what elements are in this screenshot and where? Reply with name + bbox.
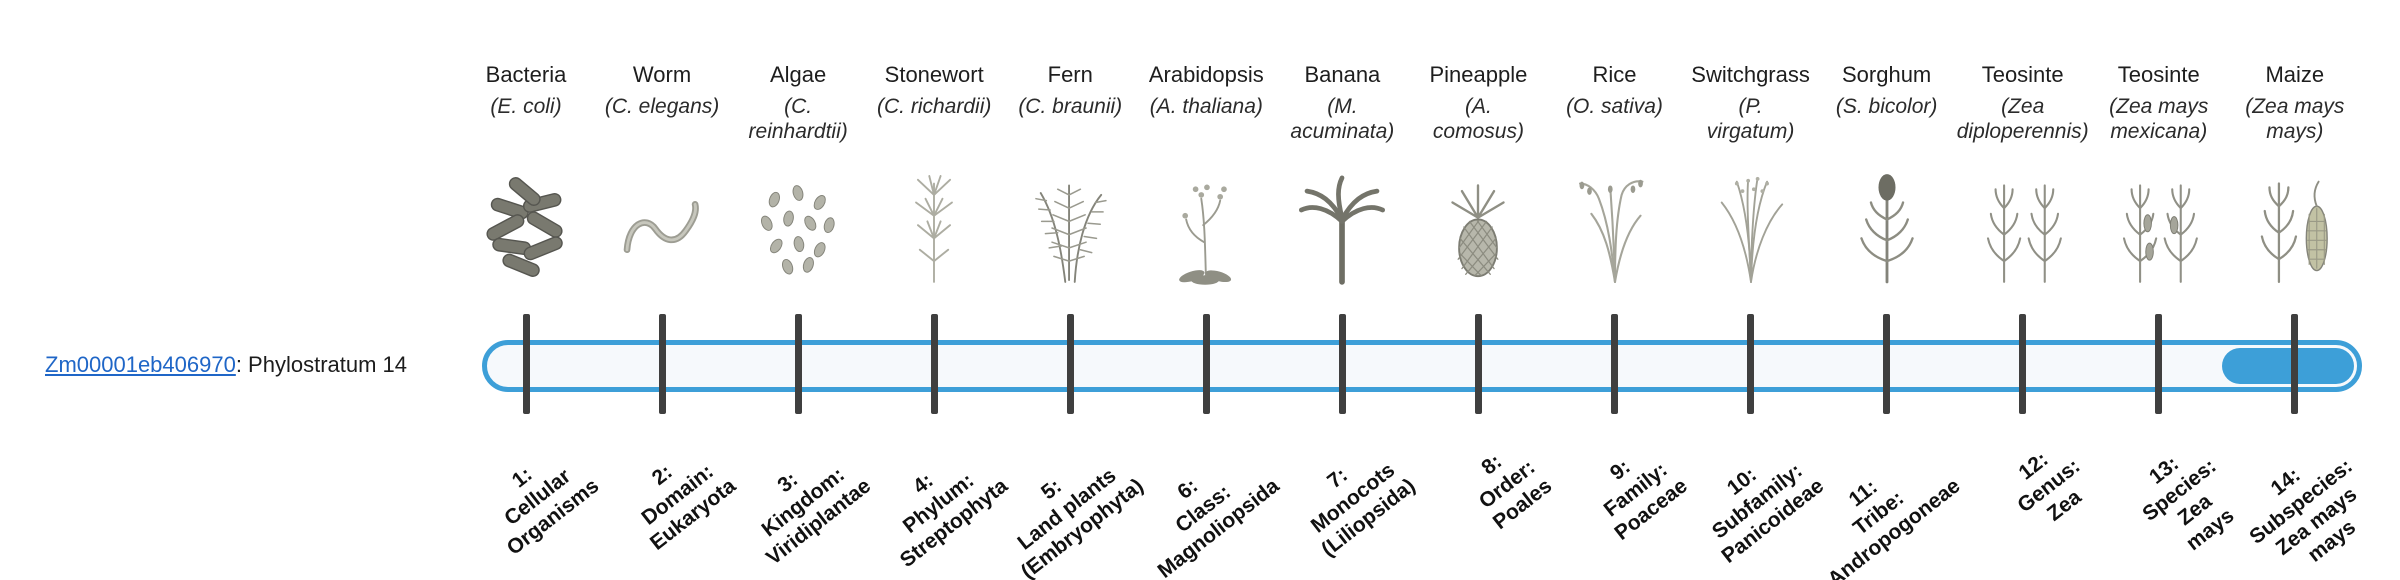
stage-column: Arabidopsis (A. thaliana) <box>1138 60 1284 580</box>
phylostratum-track-fill <box>2222 348 2354 384</box>
teosinte-mexicana-icon <box>2107 158 2211 290</box>
stage-column: Stonewort (C. richardii) 4: Phylum: Stre… <box>866 60 1012 572</box>
stage-column: Teosinte (Zea diploperennis) <box>1955 60 2091 526</box>
stage-column: Banana (M. acuminata) 7: Monocots (Lilio… <box>1274 60 1420 561</box>
arabidopsis-icon <box>1154 158 1258 290</box>
phylostratum-tick <box>1474 314 1482 414</box>
gene-link[interactable]: Zm00001eb406970 <box>45 352 236 377</box>
species-name: (C. reinhardtii) <box>748 95 848 143</box>
phylostratum-label: 5: Land plants (Embryophyta) <box>1013 463 1148 580</box>
phylostratum-tick <box>1202 314 1210 414</box>
species-name: (M. acuminata) <box>1290 95 1395 143</box>
phylostratum-label: 7: Monocots (Liliopsida) <box>1307 458 1420 562</box>
algae-icon <box>746 158 850 290</box>
teosinte-diploperennis-icon <box>1971 158 2075 290</box>
phylostratum-tick <box>930 314 938 414</box>
banana-icon <box>1290 158 1394 290</box>
phylostratum-label: 9: Family: Poaceae <box>1599 455 1693 545</box>
organism-name: Fern <box>1047 62 1093 87</box>
stage-column: Maize (Zea mays mays) 14: Subsp <box>2227 60 2363 567</box>
organism-name: Pineapple <box>1429 62 1528 87</box>
species-name: (P. virgatum) <box>1706 95 1795 143</box>
phylostratum-tick <box>2155 314 2163 414</box>
gene-label: Zm00001eb406970: Phylostratum 14 <box>45 352 407 378</box>
stage-column: Algae (C. reinhardtii) <box>730 60 876 570</box>
bacteria-icon <box>474 158 578 290</box>
species-name: (C. braunii) <box>1018 95 1123 118</box>
phylostratum-label: 1: Cellular Organisms <box>500 462 604 560</box>
organism-name: Banana <box>1304 62 1381 87</box>
species-name: (S. bicolor) <box>1835 95 1938 118</box>
species-name: (A. thaliana) <box>1149 95 1263 118</box>
species-name: (O. sativa) <box>1566 95 1663 118</box>
organism-name: Stonewort <box>884 62 984 87</box>
species-name: (Zea diploperennis) <box>1956 95 2089 143</box>
organism-name: Rice <box>1592 62 1637 87</box>
phylostratum-tick <box>1066 314 1074 414</box>
species-name: (Zea mays mays) <box>2245 95 2345 143</box>
sorghum-icon <box>1835 158 1939 290</box>
phylostratum-label: 3: Kingdom: Viridiplantae <box>758 463 876 570</box>
stage-columns: Bacteria (E. coli) 1: C <box>458 60 2363 580</box>
phylostratum-label: 13: Species: Zea mays <box>2138 452 2239 556</box>
species-name: (E. coli) <box>490 95 562 118</box>
phylostratum-label: 14: Subspecies: Zea mays mays <box>2245 454 2362 567</box>
phylostratum-tick <box>1611 314 1618 414</box>
phylostratum-tick <box>522 314 530 414</box>
phylostratum-label: 2: Domain: Eukaryota <box>636 459 740 555</box>
organism-name: Maize <box>2265 62 2325 87</box>
phylostratum-label: 4: Phylum: Streptophyta <box>895 468 1012 573</box>
organism-name: Arabidopsis <box>1148 62 1264 87</box>
stage-column: Fern (C. braunii) 5: Land p <box>1002 60 1147 580</box>
stage-column: Teosinte (Zea mays mexicana) <box>2091 60 2239 555</box>
stage-column: Sorghum (S. bicolor) 11: Tr <box>1819 60 1964 580</box>
phylostratum-tick <box>794 314 802 414</box>
organism-name: Teosinte <box>1981 62 2064 87</box>
switchgrass-icon <box>1699 158 1803 290</box>
stage-column: Bacteria (E. coli) 1: C <box>458 60 604 560</box>
phylostratum-label: 6: Class: Magnoliopsida <box>1153 474 1284 580</box>
pineapple-icon <box>1426 158 1530 290</box>
stage-column: Rice (O. sativa) <box>1547 60 1692 545</box>
phylostratum-tick <box>2291 314 2299 414</box>
species-name: (A. comosus) <box>1432 95 1524 143</box>
worm-icon <box>610 158 714 290</box>
phylostratum-tick <box>2019 314 2027 414</box>
species-name: (Zea mays mexicana) <box>2109 95 2209 143</box>
phylostratum-tick <box>1338 314 1346 414</box>
phylostratum-tick <box>1883 314 1891 414</box>
phylostratum-tick <box>1747 314 1755 414</box>
stage-column: Worm (C. elegans) 2: Domain: Eukaryota <box>594 60 740 555</box>
stonewort-icon <box>882 158 986 290</box>
phylostratum-label: 11: Tribe: Andropogoneae <box>1823 474 1965 580</box>
organism-name: Sorghum <box>1841 62 1932 87</box>
organism-name: Bacteria <box>485 62 567 87</box>
organism-name: Switchgrass <box>1691 62 1810 87</box>
phylostratum-tick <box>658 314 666 414</box>
phylostratum-label: 12: Genus: Zea <box>2013 447 2087 526</box>
species-name: (C. elegans) <box>604 95 720 118</box>
rice-icon <box>1563 158 1667 290</box>
fern-icon <box>1018 158 1122 290</box>
stage-column: Switchgrass (P. virgatum) <box>1683 60 1828 568</box>
species-name: (C. richardii) <box>877 95 992 118</box>
phylostratum-label: 8: Order: Poales <box>1474 449 1556 535</box>
organism-name: Teosinte <box>2117 62 2200 87</box>
maize-icon <box>2243 158 2347 290</box>
gene-phylostratum-text: : Phylostratum 14 <box>235 352 408 377</box>
organism-name: Algae <box>769 62 827 87</box>
stage-column: Pineapple (A. comosus) 8: Order: Poales <box>1410 60 1556 534</box>
organism-name: Worm <box>632 62 692 87</box>
